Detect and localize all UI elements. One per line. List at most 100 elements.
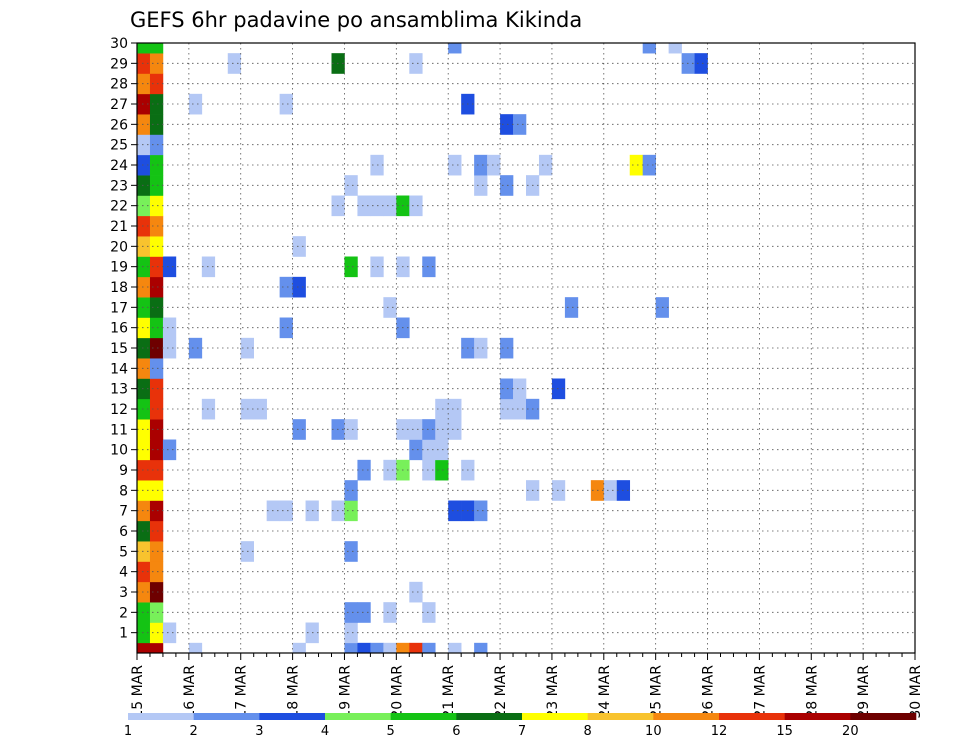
heatmap-cell bbox=[448, 500, 462, 522]
heatmap-cell bbox=[422, 256, 436, 278]
y-tick-label: 2 bbox=[119, 605, 128, 621]
heatmap-cell bbox=[344, 256, 358, 278]
heatmap-cell bbox=[409, 195, 423, 217]
heatmap-cell bbox=[409, 419, 423, 440]
heatmap-cell bbox=[500, 337, 514, 359]
heatmap-cell bbox=[188, 642, 203, 654]
heatmap-cell bbox=[422, 642, 436, 654]
heatmap-cell bbox=[357, 642, 371, 654]
heatmap-cell bbox=[137, 73, 151, 95]
heatmap-cell bbox=[409, 53, 423, 74]
heatmap-cell bbox=[137, 561, 151, 583]
y-tick-label: 8 bbox=[119, 483, 128, 499]
colorbar-label: 20 bbox=[842, 724, 859, 739]
heatmap-cell bbox=[137, 297, 151, 318]
y-tick-label: 14 bbox=[110, 361, 128, 377]
y-tick-label: 20 bbox=[110, 239, 128, 255]
x-tick-label: 20 MAR bbox=[389, 665, 405, 719]
y-tick-label: 6 bbox=[119, 524, 128, 540]
heatmap-cell bbox=[344, 642, 358, 654]
heatmap-cell bbox=[149, 642, 164, 654]
heatmap-cell bbox=[448, 419, 462, 440]
y-tick-label: 29 bbox=[110, 56, 128, 72]
colorbar-label: 7 bbox=[518, 724, 526, 739]
heatmap-cell bbox=[149, 195, 164, 217]
heatmap-cell bbox=[137, 520, 151, 542]
x-tick-label: 19 MAR bbox=[337, 665, 353, 719]
colorbar-label: 6 bbox=[452, 724, 460, 739]
heatmap-cell bbox=[149, 581, 164, 603]
heatmap-cell bbox=[422, 602, 436, 623]
y-tick-label: 22 bbox=[110, 199, 128, 215]
heatmap-cell bbox=[149, 73, 164, 95]
x-tick-label: 22 MAR bbox=[493, 665, 509, 719]
heatmap-cell bbox=[694, 53, 708, 74]
colorbar-swatch bbox=[193, 713, 260, 720]
heatmap-cell bbox=[149, 459, 164, 481]
heatmap-cell bbox=[162, 337, 177, 359]
y-tick-label: 23 bbox=[110, 178, 128, 194]
heatmap-cell bbox=[137, 236, 151, 257]
x-tick-label: 30 MAR bbox=[908, 665, 924, 719]
heatmap-cell bbox=[188, 93, 203, 115]
heatmap-cell bbox=[137, 622, 151, 644]
y-tick-label: 28 bbox=[110, 77, 128, 93]
heatmap-cell bbox=[149, 337, 164, 359]
heatmap-cell bbox=[474, 154, 488, 176]
x-tick-label: 26 MAR bbox=[701, 665, 717, 719]
y-tick-label: 15 bbox=[110, 341, 128, 357]
heatmap-cell bbox=[500, 175, 514, 196]
y-axis: 1234567891011121314151617181920212223242… bbox=[110, 36, 137, 642]
x-tick-label: 16 MAR bbox=[182, 665, 198, 719]
heatmap-cell bbox=[292, 642, 306, 654]
heatmap-cell bbox=[149, 622, 164, 644]
heatmap-cell bbox=[149, 175, 164, 196]
heatmap-cell bbox=[149, 154, 164, 176]
x-tick-label: 29 MAR bbox=[856, 665, 872, 719]
heatmap-cell bbox=[357, 195, 371, 217]
heatmap-cell bbox=[487, 154, 501, 176]
heatmap-cell bbox=[137, 581, 151, 603]
heatmap-cell bbox=[149, 317, 164, 339]
heatmap-cell bbox=[149, 439, 164, 461]
colorbar-swatch bbox=[456, 713, 523, 720]
heatmap-cell bbox=[279, 93, 293, 115]
heatmap-cell bbox=[474, 337, 488, 359]
heatmap-cell bbox=[137, 134, 151, 156]
colorbar-swatch bbox=[390, 713, 457, 720]
heatmap-cell bbox=[383, 602, 397, 623]
colorbar-swatch bbox=[719, 713, 785, 720]
heatmap-cell bbox=[292, 276, 306, 298]
y-tick-label: 26 bbox=[110, 117, 128, 133]
y-tick-label: 1 bbox=[119, 626, 128, 642]
heatmap-cell bbox=[137, 215, 151, 237]
heatmap-cell bbox=[137, 541, 151, 562]
x-tick-label: 25 MAR bbox=[649, 665, 665, 719]
y-tick-label: 11 bbox=[110, 422, 128, 438]
heatmap-cell bbox=[357, 459, 371, 481]
heatmap-cell bbox=[137, 317, 151, 339]
heatmap-cell bbox=[253, 398, 267, 420]
grid-layer bbox=[137, 43, 915, 653]
heatmap-cell bbox=[538, 154, 553, 176]
y-tick-label: 30 bbox=[110, 36, 128, 52]
heatmap-cell bbox=[149, 378, 164, 400]
y-tick-label: 4 bbox=[119, 565, 128, 581]
colorbar-label: 2 bbox=[190, 724, 198, 739]
chart-title: GEFS 6hr padavine po ansamblima Kikinda bbox=[130, 8, 582, 32]
y-tick-label: 3 bbox=[119, 585, 128, 601]
colorbar-swatch bbox=[784, 713, 851, 720]
heatmap-cell bbox=[409, 439, 423, 461]
heatmap-cell bbox=[137, 114, 151, 135]
heatmap-cell bbox=[292, 236, 306, 257]
cells-layer bbox=[137, 43, 708, 654]
heatmap-cell bbox=[279, 317, 293, 339]
heatmap-cell bbox=[642, 154, 656, 176]
heatmap-cell bbox=[564, 297, 579, 318]
heatmap-cell bbox=[383, 195, 397, 217]
heatmap-cell bbox=[149, 236, 164, 257]
heatmap-cell bbox=[629, 154, 643, 176]
heatmap-cell bbox=[149, 256, 164, 278]
heatmap-cell bbox=[603, 480, 618, 501]
y-tick-label: 25 bbox=[110, 138, 128, 154]
